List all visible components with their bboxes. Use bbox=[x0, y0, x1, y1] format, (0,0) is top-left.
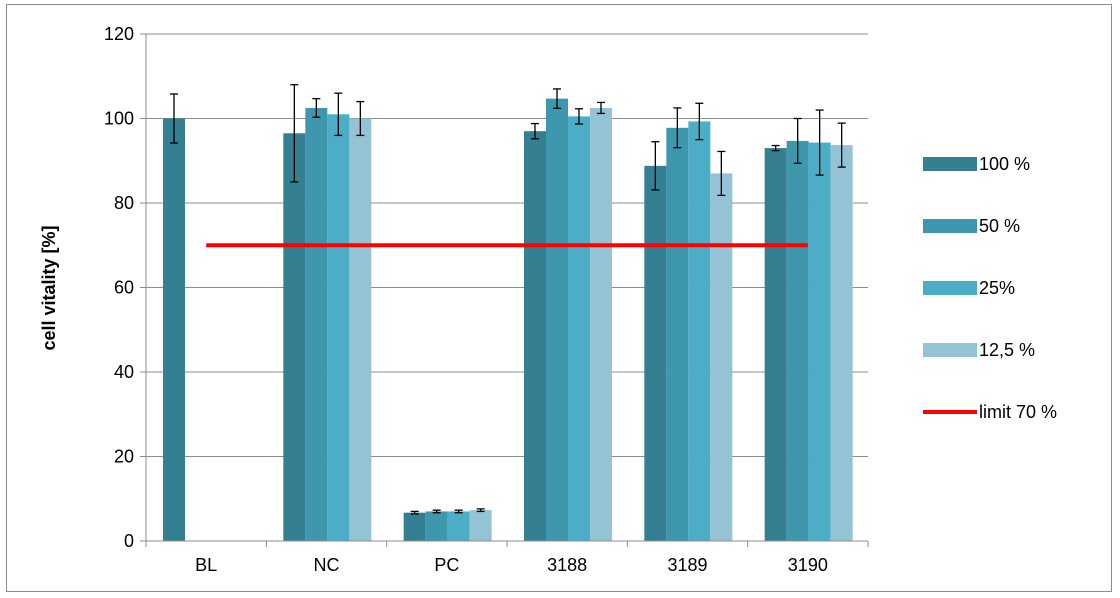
error-bars bbox=[170, 84, 846, 515]
legend-label: 25% bbox=[979, 278, 1015, 298]
bar bbox=[349, 118, 372, 541]
y-axis-title: cell vitality [%] bbox=[39, 225, 59, 350]
bar bbox=[403, 512, 426, 541]
bar bbox=[546, 98, 568, 541]
bar bbox=[710, 173, 733, 542]
y-tick-label: 60 bbox=[114, 278, 134, 298]
legend-swatch bbox=[923, 343, 977, 357]
bars bbox=[163, 98, 853, 542]
legend-swatch bbox=[923, 281, 977, 295]
y-tick-label: 20 bbox=[114, 447, 134, 467]
y-tick-label: 120 bbox=[104, 24, 134, 44]
bar bbox=[305, 107, 328, 541]
bar bbox=[524, 131, 546, 542]
bar bbox=[688, 121, 711, 542]
bar bbox=[666, 127, 689, 542]
x-tick-label: NC bbox=[314, 555, 340, 575]
bar bbox=[830, 145, 853, 541]
legend-label: 100 % bbox=[979, 154, 1030, 174]
bar bbox=[283, 133, 306, 541]
bar bbox=[786, 140, 809, 541]
bar bbox=[425, 511, 448, 541]
y-tick-label: 80 bbox=[114, 193, 134, 213]
legend-swatch bbox=[923, 219, 977, 233]
x-tick-label: 3190 bbox=[788, 555, 828, 575]
gridlines bbox=[146, 33, 868, 457]
legend-label: 50 % bbox=[979, 216, 1020, 236]
bar bbox=[808, 142, 831, 541]
bar bbox=[590, 107, 612, 541]
bar bbox=[163, 118, 185, 541]
x-tick-label: BL bbox=[195, 555, 217, 575]
legend: 100 % 50 % 25% 12,5 % limit 70 % bbox=[923, 154, 1057, 422]
x-tick-label: PC bbox=[434, 555, 459, 575]
x-tick-label: 3188 bbox=[547, 555, 587, 575]
bar bbox=[327, 114, 350, 542]
x-tick-label: 3189 bbox=[667, 555, 707, 575]
bar bbox=[644, 165, 667, 541]
bar bbox=[764, 148, 787, 541]
bar bbox=[568, 116, 590, 541]
legend-swatch bbox=[923, 157, 977, 171]
legend-label: limit 70 % bbox=[979, 402, 1057, 422]
legend-label: 12,5 % bbox=[979, 340, 1035, 360]
y-tick-label: 0 bbox=[124, 531, 134, 551]
axes: 0 20 40 60 80 100 120 BL NC PC 3188 3189 3190 bbox=[104, 24, 869, 575]
bar-chart: 0 20 40 60 80 100 120 BL NC PC 3188 3189 3190 cell v… bbox=[39, 24, 1057, 575]
chart-frame: 0 20 40 60 80 100 120 BL NC PC 3188 3189 3190 cell v… bbox=[6, 4, 1112, 592]
bar bbox=[447, 511, 470, 541]
bar bbox=[469, 510, 492, 541]
y-tick-label: 40 bbox=[114, 362, 134, 382]
y-tick-label: 100 bbox=[104, 109, 134, 129]
